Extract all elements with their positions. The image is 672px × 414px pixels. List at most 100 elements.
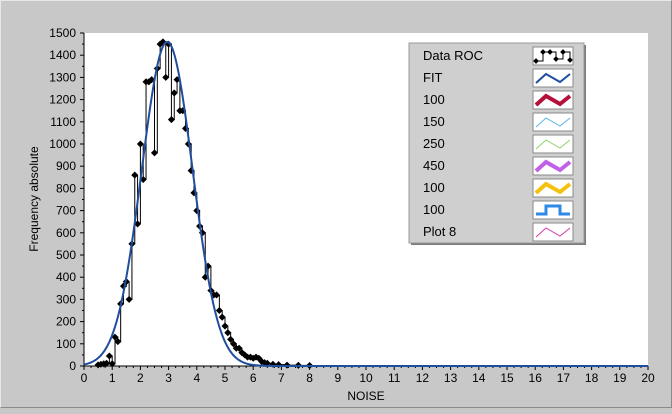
x-tick-label: 10 — [359, 371, 373, 385]
legend-line — [536, 204, 570, 216]
x-tick-label: 18 — [585, 371, 599, 385]
legend-marker — [533, 58, 539, 64]
legend-label: Data ROC — [423, 48, 483, 63]
x-tick-label: 1 — [109, 371, 116, 385]
legend-label: FIT — [423, 70, 443, 85]
series-layer — [83, 38, 648, 370]
legend-label: 100 — [423, 92, 445, 107]
y-tick-label: 100 — [56, 337, 76, 351]
x-tick-label: 9 — [334, 371, 341, 385]
data-roc-point — [218, 313, 226, 321]
y-tick-label: 200 — [56, 315, 76, 329]
data-roc-point — [235, 344, 243, 352]
legend-swatch-mark — [535, 227, 571, 238]
x-tick-label: 19 — [613, 371, 627, 385]
legend-label: 100 — [423, 180, 445, 195]
legend-label: 250 — [423, 136, 445, 151]
data-roc-point — [167, 116, 175, 124]
legend-line — [535, 117, 571, 128]
x-tick-label: 13 — [444, 371, 458, 385]
y-tick-label: 1500 — [49, 26, 76, 40]
legend-marker — [553, 56, 559, 62]
legend-swatch — [532, 200, 574, 220]
data-roc-point — [224, 329, 232, 337]
x-tick-label: 14 — [472, 371, 486, 385]
data-roc-point — [131, 171, 139, 179]
x-tick-label: 4 — [193, 371, 200, 385]
legend-swatch-mark — [534, 181, 572, 195]
y-tick-label: 900 — [56, 159, 76, 173]
data-roc-point — [215, 306, 223, 315]
data-roc-point — [221, 322, 229, 330]
x-tick-label: 20 — [641, 371, 655, 385]
legend-swatch-mark — [535, 139, 571, 150]
x-tick-label: 11 — [388, 371, 401, 385]
y-tick-label: 0 — [69, 359, 76, 373]
data-roc-point — [108, 360, 116, 368]
legend-swatch-mark — [534, 159, 572, 173]
data-roc-point — [213, 291, 221, 299]
y-tick-label: 1200 — [49, 93, 76, 107]
legend-swatch-mark — [534, 93, 572, 107]
legend-marker — [547, 49, 553, 55]
legend-line — [534, 159, 572, 173]
x-tick-label: 12 — [416, 371, 430, 385]
y-axis-label: Frequency absolute — [27, 146, 41, 252]
legend-marker — [567, 57, 573, 63]
legend-line — [535, 139, 571, 150]
series-fit-line — [83, 40, 648, 367]
legend-label: 100 — [423, 202, 445, 217]
x-tick-label: 17 — [557, 371, 571, 385]
x-tick-label: 2 — [137, 371, 144, 385]
legend-swatch-mark — [535, 117, 571, 128]
x-tick-label: 7 — [278, 371, 285, 385]
data-roc-point — [227, 335, 235, 343]
y-tick-label: 500 — [56, 248, 76, 262]
legend-swatch-mark — [533, 49, 573, 64]
data-roc-point — [150, 149, 159, 157]
x-tick-label: 8 — [306, 371, 313, 385]
data-roc-point — [125, 295, 133, 303]
legend-label: Plot 8 — [423, 224, 456, 239]
legend-label: 150 — [423, 114, 445, 129]
data-roc-point — [111, 333, 119, 341]
y-tick-label: 400 — [56, 270, 76, 284]
y-tick-label: 700 — [56, 204, 76, 218]
data-roc-point — [162, 73, 170, 81]
legend-marker — [560, 49, 566, 55]
y-tick-label: 1100 — [50, 115, 76, 129]
legend-line — [534, 181, 572, 195]
x-tick-label: 15 — [500, 371, 514, 385]
y-tick-label: 1400 — [49, 48, 76, 62]
data-roc-point — [136, 140, 144, 148]
legend-step-line — [536, 51, 571, 62]
legend-line — [534, 93, 572, 107]
data-roc-point — [105, 352, 113, 360]
x-tick-label: 0 — [81, 371, 88, 385]
y-tick-label: 300 — [56, 292, 76, 306]
data-roc-point — [170, 89, 178, 97]
data-roc-point — [229, 340, 237, 348]
legend-swatch-mark — [535, 72, 571, 84]
x-tick-label: 3 — [165, 371, 172, 385]
x-tick-label: 16 — [529, 371, 543, 385]
legend-swatch — [532, 46, 574, 66]
y-tick-label: 600 — [56, 226, 76, 240]
y-tick-label: 1300 — [49, 70, 76, 84]
legend-label: 450 — [423, 158, 445, 173]
y-tick-label: 800 — [56, 181, 76, 195]
legend-line — [535, 227, 571, 238]
legend[interactable]: Data ROC FIT 100 150 250 450 100 100 Plot 8 — [408, 42, 586, 245]
x-axis-label: NOISE — [347, 389, 384, 403]
axis-ticks: 0 1 2 3 4 5 6 7 8 9 10 11 12 13 14 15 16 17 18 19 2001002003… — [49, 26, 655, 385]
y-tick-label: 1000 — [49, 137, 76, 151]
x-tick-label: 6 — [250, 371, 257, 385]
data-roc-point — [103, 359, 111, 367]
legend-marker — [540, 49, 546, 55]
x-tick-label: 5 — [222, 371, 229, 385]
legend-swatch-mark — [536, 204, 570, 216]
data-roc-point — [114, 338, 122, 346]
legend-line — [535, 72, 571, 84]
